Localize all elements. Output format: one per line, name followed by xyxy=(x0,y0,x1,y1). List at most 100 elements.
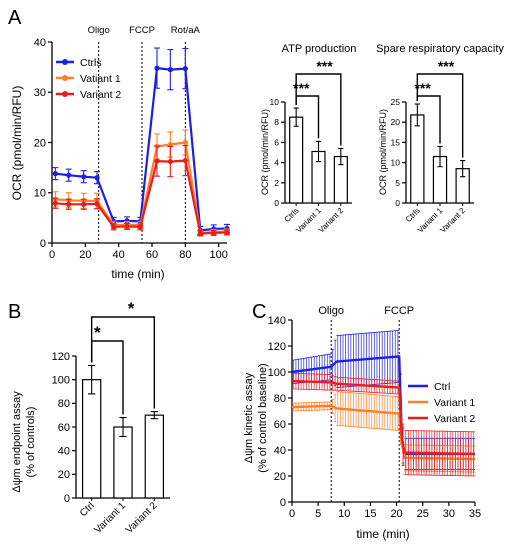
b-endpoint-y-tick-label: 100 xyxy=(52,375,70,387)
c-kinetic-x-tick-label: 20 xyxy=(390,508,402,520)
a-ocr-x-tick-label: 20 xyxy=(79,249,91,261)
a-spare-y-tick-label: 20 xyxy=(391,117,401,127)
a-atp-y-tick-label: 8 xyxy=(274,117,279,127)
a-atp-significance-label: *** xyxy=(293,80,310,96)
b-endpoint-y-tick-label: 40 xyxy=(58,446,70,458)
a-atp-category-label: Variant 2 xyxy=(317,206,346,235)
c-kinetic-y-tick-label: 40 xyxy=(274,445,286,457)
a-atp-significance-bracket xyxy=(295,73,342,146)
a-ocr-point xyxy=(137,224,143,230)
b-endpoint-significance-bracket xyxy=(90,316,156,409)
c-kinetic-x-tick-label: 10 xyxy=(338,508,350,520)
a-ocr-legend-marker xyxy=(62,75,68,81)
c-kinetic-y-tick-label: 60 xyxy=(274,419,286,431)
a-spare-category-label: Ctrls xyxy=(404,206,422,224)
a-ocr-point xyxy=(81,201,87,207)
c-kinetic-y-tick-label: 20 xyxy=(274,471,286,483)
a-spare-y-tick-label: 5 xyxy=(395,178,400,188)
a-ocr-point xyxy=(182,157,188,164)
a-ocr-point xyxy=(182,66,188,72)
a-ocr-x-tick-label: 0 xyxy=(49,249,55,261)
a-ocr-event-label: Oligo xyxy=(88,25,110,36)
c-kinetic-y-tick-label: 80 xyxy=(274,393,286,405)
a-ocr-point xyxy=(94,201,100,207)
a-ocr-point xyxy=(81,174,87,180)
b-endpoint-y-tick-label: 20 xyxy=(58,469,70,481)
c-kinetic-series-line xyxy=(291,404,476,461)
b-endpoint-y-tick-label: 120 xyxy=(52,351,70,363)
c-kinetic-x-tick-label: 15 xyxy=(364,508,376,520)
c-kinetic-x-tick-label: 5 xyxy=(315,508,321,520)
a-atp-y-tick-label: 4 xyxy=(274,158,279,168)
a-ocr-y-tick-label: 20 xyxy=(34,137,46,149)
c-ylabel-line2: (% of control baseline) xyxy=(257,363,269,472)
a-ocr-y-tick-label: 40 xyxy=(34,37,46,49)
b-endpoint-category-label: Ctrl xyxy=(78,500,97,519)
a-ocr-point xyxy=(211,230,217,236)
a-spare-significance-bracket xyxy=(416,73,464,158)
a-spare-category-label: Variant 2 xyxy=(438,206,467,235)
a-ocr-point xyxy=(52,200,58,206)
c-kinetic-x-tick-label: 35 xyxy=(469,508,481,520)
c-kinetic-legend-label: Variant 2 xyxy=(434,413,475,425)
b-endpoint-y-tick-label: 0 xyxy=(64,493,70,505)
a-ocr-point xyxy=(66,201,72,207)
a-atp-y-tick-label: 6 xyxy=(274,137,279,147)
a-spare-y-tick-label: 15 xyxy=(391,137,401,147)
a-ocr-point xyxy=(154,65,160,71)
a-spare-significance-label: *** xyxy=(414,80,431,96)
b-endpoint-bar xyxy=(144,414,165,499)
c-kinetic-event-label: Oligo xyxy=(318,305,344,317)
a-ocr-point xyxy=(182,139,188,146)
a-spare-y-tick-label: 10 xyxy=(391,158,401,168)
a-atp-y-tick-label: 2 xyxy=(274,178,279,188)
c-kinetic-x-tick-label: 0 xyxy=(289,508,295,520)
c-xlabel: time (min) xyxy=(356,527,409,541)
a-ocr-point xyxy=(111,224,117,230)
a-ocr-point xyxy=(66,172,72,178)
c-kinetic-event-label: FCCP xyxy=(384,305,414,317)
a-ocr-x-tick-label: 60 xyxy=(146,249,158,261)
b-endpoint-y-tick-label: 80 xyxy=(58,398,70,410)
a-atp-title: ATP production xyxy=(282,43,357,55)
b-endpoint-y-tick-label: 60 xyxy=(58,422,70,434)
a-ocr-y-tick-label: 30 xyxy=(34,87,46,99)
a-ocr-legend-label: Variant 2 xyxy=(80,89,121,101)
panel-letter-b: B xyxy=(8,301,21,323)
a-ocr-point xyxy=(224,229,230,236)
a-ocr-x-tick-label: 40 xyxy=(113,249,125,261)
a-ocr-y-tick-label: 10 xyxy=(34,188,46,200)
a-atp-ylabel: OCR (pmol/min/RFU) xyxy=(260,109,270,195)
b-ylabel-line1: Δψm endpoint assay xyxy=(11,391,23,493)
b-endpoint-bar xyxy=(81,379,102,499)
a-ocr-x-tick-label: 80 xyxy=(179,249,191,261)
c-kinetic-x-tick-label: 25 xyxy=(417,508,429,520)
a-ocr-x-tick-label: 100 xyxy=(209,249,227,261)
a-ocr-ylabel: OCR (pmol/min/RFU) xyxy=(10,86,24,201)
panel-letter-a: A xyxy=(8,7,22,29)
a-ocr-event-label: Rot/aA xyxy=(171,25,201,36)
a-ocr-event-label: FCCP xyxy=(129,25,155,36)
b-endpoint-category-label: Variant 2 xyxy=(124,500,160,536)
a-ocr-point xyxy=(124,223,130,230)
a-ocr-point xyxy=(167,158,173,165)
a-spare-bar xyxy=(410,114,425,204)
a-ocr-legend-marker xyxy=(62,59,68,65)
a-atp-bar xyxy=(289,116,304,204)
a-ocr-legend-label: Ctrls xyxy=(80,57,102,69)
c-kinetic-series-line xyxy=(291,379,476,456)
c-kinetic-x-tick-label: 30 xyxy=(443,508,455,520)
a-spare-title: Spare respiratory capacity xyxy=(376,43,504,55)
a-ocr-point xyxy=(52,171,58,177)
a-ocr-series-line xyxy=(55,159,228,235)
c-kinetic-legend-label: Variant 1 xyxy=(434,397,475,409)
a-atp-y-tick-label: 10 xyxy=(270,97,280,107)
a-atp-y-tick-label: 0 xyxy=(274,198,279,208)
c-kinetic-y-tick-label: 140 xyxy=(268,315,286,327)
c-kinetic-y-tick-label: 120 xyxy=(268,341,286,353)
b-endpoint-significance-label: * xyxy=(128,299,135,318)
c-kinetic-legend-label: Ctrl xyxy=(434,381,450,393)
a-spare-y-tick-label: 25 xyxy=(391,97,401,107)
a-spare-y-tick-label: 0 xyxy=(395,198,400,208)
a-ocr-legend-marker xyxy=(62,91,68,97)
